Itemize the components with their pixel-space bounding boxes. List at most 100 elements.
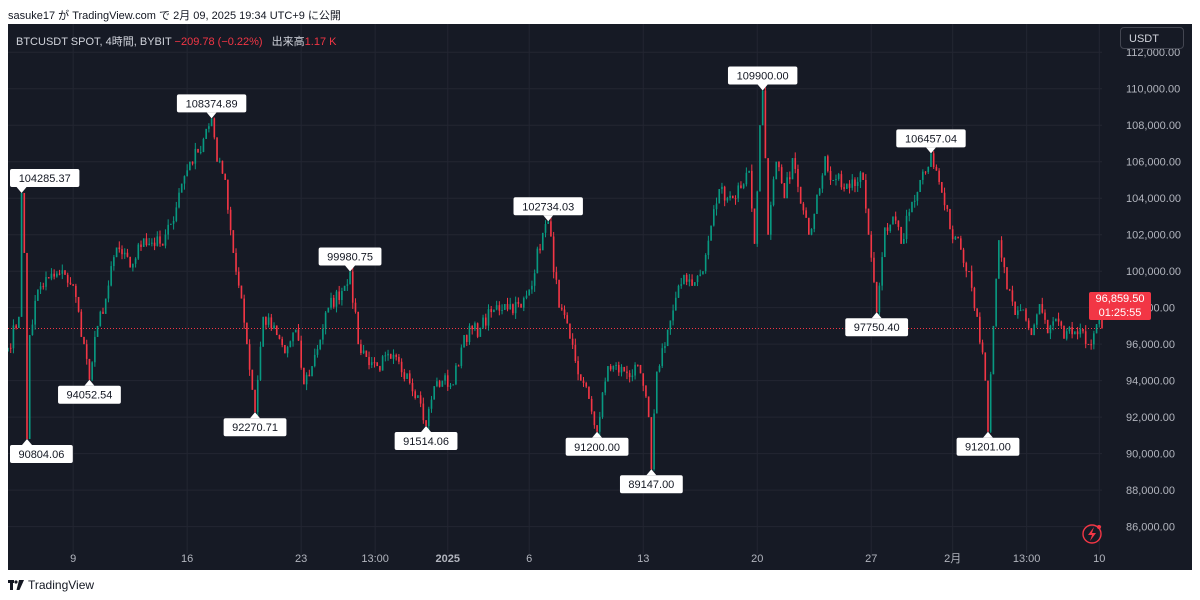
candle-body [373, 362, 376, 364]
candle-body [786, 177, 788, 199]
candle-body [669, 320, 672, 330]
annotation-pointer [22, 438, 33, 445]
candle-body [151, 242, 153, 244]
candle-body [243, 298, 245, 323]
candle-body [797, 168, 799, 187]
annotation-box [896, 129, 966, 148]
candle-body [153, 242, 156, 246]
price-annotation[interactable]: 108374.89 [176, 94, 247, 119]
lightning-icon[interactable] [1082, 524, 1102, 544]
candle-body [854, 179, 856, 187]
candle-body [56, 273, 58, 277]
annotation-pointer [925, 147, 936, 154]
price-annotation[interactable]: 89147.00 [619, 469, 683, 494]
candle-body [15, 325, 17, 329]
price-annotation[interactable]: 91201.00 [956, 431, 1020, 456]
candle-body [525, 295, 528, 299]
candle-body [281, 338, 283, 346]
candle-body [655, 371, 658, 414]
candle-body [626, 371, 628, 374]
currency-selector[interactable]: USDT [1120, 27, 1184, 49]
candle-body [753, 208, 756, 244]
candle-body [761, 90, 764, 126]
y-tick-label: 94,000.00 [1126, 376, 1175, 388]
candle-body [870, 234, 873, 258]
candle-body [159, 236, 161, 244]
price-annotation[interactable]: 90804.06 [10, 438, 73, 463]
candle-body [832, 179, 835, 181]
candle-body [609, 366, 612, 370]
candle-body [161, 243, 164, 246]
price-annotation[interactable]: 94052.54 [58, 379, 121, 404]
candle-body [541, 232, 544, 251]
candle-body [911, 201, 913, 213]
candle-body [522, 298, 525, 308]
candle-body [808, 217, 810, 235]
annotation-text: 91201.00 [965, 442, 1011, 454]
x-tick-label: 10 [1093, 553, 1105, 565]
candle-body [846, 183, 848, 189]
candle-body [607, 366, 609, 382]
x-tick-label: 23 [295, 553, 307, 565]
candle-body [1087, 343, 1090, 345]
candle-body [289, 341, 292, 348]
candle-body [262, 316, 264, 347]
candle-body [531, 285, 533, 290]
price-annotation[interactable]: 91514.06 [394, 426, 458, 451]
candle-body [544, 224, 547, 233]
candle-body [1065, 331, 1068, 339]
price-annotation[interactable]: 104285.37 [10, 169, 80, 194]
x-tick-label: 13 [637, 553, 649, 565]
candle-body [246, 322, 248, 345]
candle-body [789, 177, 791, 180]
candle-body [34, 300, 36, 325]
candle-body [495, 305, 498, 310]
price-annotation[interactable]: 109900.00 [727, 66, 798, 91]
candle-body [129, 256, 131, 268]
candle-body [322, 328, 324, 340]
price-annotation[interactable]: 102734.03 [513, 197, 583, 222]
candlestick-chart[interactable]: 104285.37 90804.06 94052.54 108374.89 92270.… [8, 24, 1192, 570]
price-annotation[interactable]: 97750.40 [845, 312, 909, 337]
candle-body [422, 403, 425, 421]
candle-body [121, 249, 123, 255]
candle-body [514, 302, 517, 314]
annotation-text: 90804.06 [18, 449, 64, 461]
candle-body [332, 297, 335, 307]
annotation-text: 99980.75 [327, 252, 373, 264]
tradingview-logo-icon [8, 580, 24, 590]
price-annotation[interactable]: 106457.04 [896, 129, 966, 154]
grid [8, 24, 1102, 554]
candle-body [1017, 310, 1019, 315]
x-tick-label: 13:00 [1013, 553, 1041, 565]
candle-body [42, 286, 45, 288]
chart-panel[interactable]: 104285.37 90804.06 94052.54 108374.89 92270.… [8, 24, 1192, 570]
candle-body [1063, 325, 1065, 339]
candle-body [1038, 304, 1041, 315]
candle-body [577, 361, 579, 375]
candle-body [142, 238, 145, 247]
candle-body [83, 336, 85, 345]
candle-body [680, 284, 683, 286]
candle-body [45, 277, 47, 287]
candle-body [1079, 329, 1082, 335]
candle-body [938, 170, 940, 182]
symbol-info[interactable]: BTCUSDT SPOT, 4時間, BYBIT [16, 36, 172, 48]
candle-body [449, 385, 452, 387]
candle-body [408, 373, 411, 383]
price-annotation[interactable]: 99980.75 [318, 247, 382, 272]
price-annotation[interactable]: 92270.71 [223, 412, 287, 437]
candle-body [427, 408, 430, 427]
candle-body [574, 344, 577, 362]
candle-body [552, 236, 555, 273]
candle-body [370, 362, 373, 366]
candle-body [512, 304, 514, 314]
candle-body [813, 213, 816, 229]
candle-body [137, 244, 140, 259]
price-annotation[interactable]: 91200.00 [565, 431, 629, 456]
candle-body [981, 342, 984, 353]
candle-body [903, 239, 905, 244]
candle-body [756, 191, 759, 244]
candle-body [520, 303, 522, 308]
candle-body [604, 381, 607, 393]
